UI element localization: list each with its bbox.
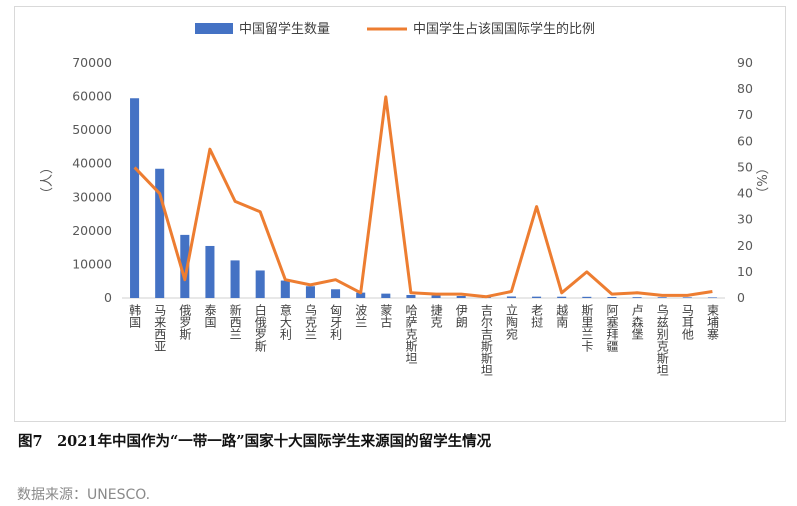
- category-label: 哈萨克斯坦: [404, 304, 418, 364]
- right-axis-tick-label: 80: [737, 81, 753, 96]
- left-axis-tick-label: 0: [104, 290, 112, 305]
- left-axis-tick-label: 40000: [72, 156, 112, 171]
- bar: [155, 168, 165, 298]
- category-label: 卢森堡: [630, 303, 644, 340]
- right-axis-tick-label: 50: [737, 159, 753, 174]
- right-axis-label: （%）: [756, 161, 771, 199]
- left-axis-tick-label: 50000: [72, 122, 112, 137]
- category-label: 吉尔吉斯斯坦: [479, 304, 493, 376]
- category-label: 伊朗: [454, 304, 468, 328]
- category-label: 马来西亚: [153, 304, 167, 352]
- bar: [230, 260, 240, 298]
- bar: [506, 296, 516, 298]
- legend-bar-label: 中国留学生数量: [239, 21, 330, 37]
- left-axis-label: （人）: [40, 161, 55, 200]
- bar: [180, 234, 190, 298]
- bar: [205, 245, 215, 298]
- right-axis-tick-label: 30: [737, 212, 753, 227]
- bar: [431, 295, 441, 298]
- data-source: 数据来源：UNESCO.: [17, 487, 151, 503]
- right-axis-tick-label: 60: [737, 133, 753, 148]
- category-label: 立陶宛: [504, 303, 518, 341]
- bar: [632, 297, 642, 298]
- left-axis-tick-label: 60000: [72, 89, 112, 104]
- chart-svg: 0 10000 20000 30000 40000 50000 60000 70000 0 10 2…: [40, 21, 771, 376]
- bar: [130, 98, 140, 298]
- bar: [532, 296, 542, 298]
- category-label: 马耳他: [680, 304, 694, 340]
- category-label: 乌兹别克斯坦: [655, 303, 669, 376]
- category-label: 匈牙利: [329, 304, 343, 340]
- right-axis-tick-label: 20: [737, 238, 753, 253]
- bar: [456, 295, 466, 298]
- category-label: 白俄罗斯: [253, 303, 267, 353]
- bar: [356, 292, 366, 298]
- category-label: 捷克: [429, 304, 443, 329]
- category-label: 老挝: [530, 304, 544, 328]
- bar: [305, 286, 315, 298]
- right-axis-tick-label: 10: [737, 264, 753, 279]
- bar: [657, 297, 667, 298]
- right-axis-tick-label: 0: [737, 290, 745, 305]
- chart-frame: 0 10000 20000 30000 40000 50000 60000 70000 0 10 2…: [14, 6, 786, 422]
- left-axis-tick-label: 30000: [72, 189, 112, 204]
- category-label: 新西兰: [228, 303, 242, 340]
- right-axis-tick-label: 90: [737, 55, 753, 70]
- right-axis-tick-label: 70: [737, 107, 753, 122]
- category-label: 波兰: [354, 304, 368, 328]
- bar: [707, 297, 717, 298]
- category-label: 越南: [555, 304, 569, 328]
- figure-caption: 图7 2021年中国作为“一带一路”国家十大国际学生来源国的留学生情况: [18, 433, 492, 450]
- bar: [255, 270, 265, 298]
- bar: [381, 293, 391, 298]
- category-label: 乌克兰: [303, 303, 317, 340]
- bar: [331, 289, 341, 298]
- category-label: 斯里兰卡: [580, 304, 594, 352]
- left-axis-tick-label: 70000: [72, 55, 112, 70]
- bar: [682, 297, 692, 298]
- category-label: 阿塞拜疆: [605, 304, 619, 352]
- left-axis-tick-label: 10000: [72, 256, 112, 271]
- category-label: 意大利: [278, 303, 292, 340]
- category-label: 泰国: [203, 304, 217, 328]
- ratio-line: [133, 95, 713, 299]
- bar: [280, 280, 290, 298]
- category-label: 柬埔寨: [705, 304, 719, 340]
- bar: [557, 296, 567, 298]
- category-label: 俄罗斯: [178, 304, 192, 341]
- category-label: 蒙古: [379, 304, 393, 328]
- left-axis-tick-label: 20000: [72, 223, 112, 238]
- bar: [582, 296, 592, 298]
- category-label: 韩国: [128, 303, 142, 328]
- legend-bar-swatch: [195, 23, 233, 34]
- right-axis-tick-label: 40: [737, 186, 753, 201]
- bar: [406, 294, 416, 298]
- legend-line-label: 中国学生占该国国际学生的比例: [413, 21, 595, 37]
- bar: [607, 296, 617, 298]
